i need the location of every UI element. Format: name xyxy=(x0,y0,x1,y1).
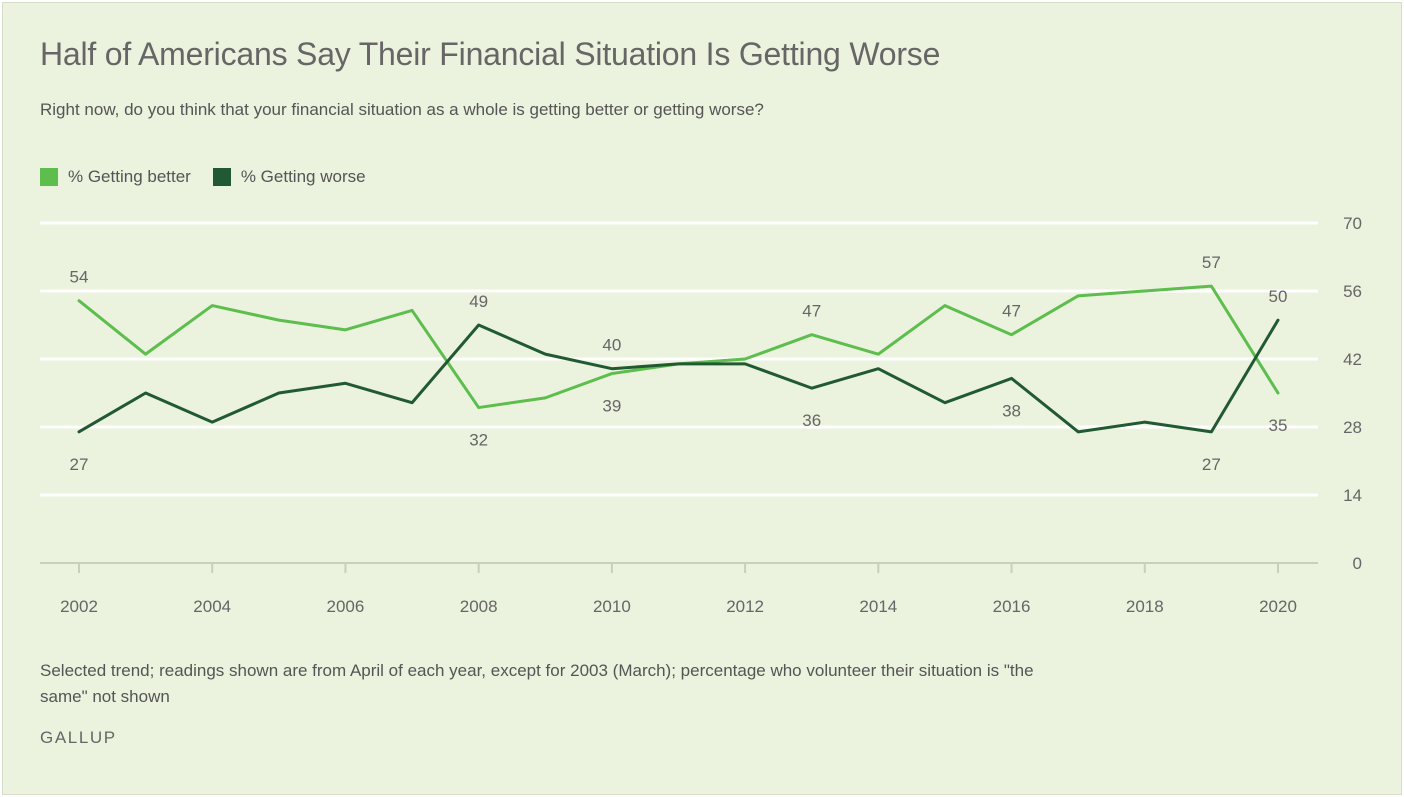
y-tick-label: 14 xyxy=(1343,486,1362,505)
legend-item-better: % Getting better xyxy=(40,167,191,187)
data-label-better: 35 xyxy=(1269,416,1288,435)
x-tick-label: 2018 xyxy=(1126,597,1164,616)
data-label-worse: 50 xyxy=(1269,287,1288,306)
data-label-worse: 38 xyxy=(1002,401,1021,420)
chart-title: Half of Americans Say Their Financial Si… xyxy=(40,36,941,72)
data-label-worse: 27 xyxy=(1202,455,1221,474)
data-label-worse: 49 xyxy=(469,292,488,311)
y-tick-label: 70 xyxy=(1343,214,1362,233)
data-label-worse: 40 xyxy=(602,336,621,355)
legend-label-worse: % Getting worse xyxy=(240,167,366,186)
legend: % Getting better % Getting worse xyxy=(40,167,388,187)
chart-subtitle: Right now, do you think that your financ… xyxy=(40,100,764,119)
series-line-getting-better xyxy=(77,284,1280,410)
x-tick-label: 2010 xyxy=(593,597,631,616)
x-tick-label: 2008 xyxy=(460,597,498,616)
data-label-better: 47 xyxy=(1002,302,1021,321)
legend-swatch-worse xyxy=(212,168,231,186)
line-chart: 0 14 28 42 56 70 2002 2004 2006 2008 2010 2012 2014 2… xyxy=(40,214,1362,616)
legend-label-better: % Getting better xyxy=(68,167,191,186)
data-label-better: 54 xyxy=(70,268,89,287)
data-label-better: 32 xyxy=(469,431,488,450)
x-tick-label: 2014 xyxy=(859,597,897,616)
x-tick-label: 2002 xyxy=(60,597,98,616)
data-label-worse: 27 xyxy=(70,455,89,474)
x-tick-label: 2020 xyxy=(1259,597,1297,616)
data-label-better: 47 xyxy=(802,302,821,321)
legend-swatch-better xyxy=(40,168,58,186)
series-line-getting-worse xyxy=(77,318,1280,434)
data-label-worse: 36 xyxy=(802,411,821,430)
x-tick-label: 2006 xyxy=(327,597,365,616)
x-tick-label: 2016 xyxy=(993,597,1031,616)
y-tick-label: 28 xyxy=(1343,418,1362,437)
data-label-better: 39 xyxy=(602,397,621,416)
y-tick-label: 0 xyxy=(1353,554,1362,573)
chart-footnote: Selected trend; readings shown are from … xyxy=(40,661,1034,706)
legend-item-worse: % Getting worse xyxy=(212,167,366,187)
x-tick-label: 2012 xyxy=(726,597,764,616)
source-label: GALLUP xyxy=(40,728,117,747)
y-tick-label: 56 xyxy=(1343,282,1362,301)
x-tick-label: 2004 xyxy=(193,597,231,616)
data-label-better: 57 xyxy=(1202,253,1221,272)
y-tick-label: 42 xyxy=(1343,350,1362,369)
